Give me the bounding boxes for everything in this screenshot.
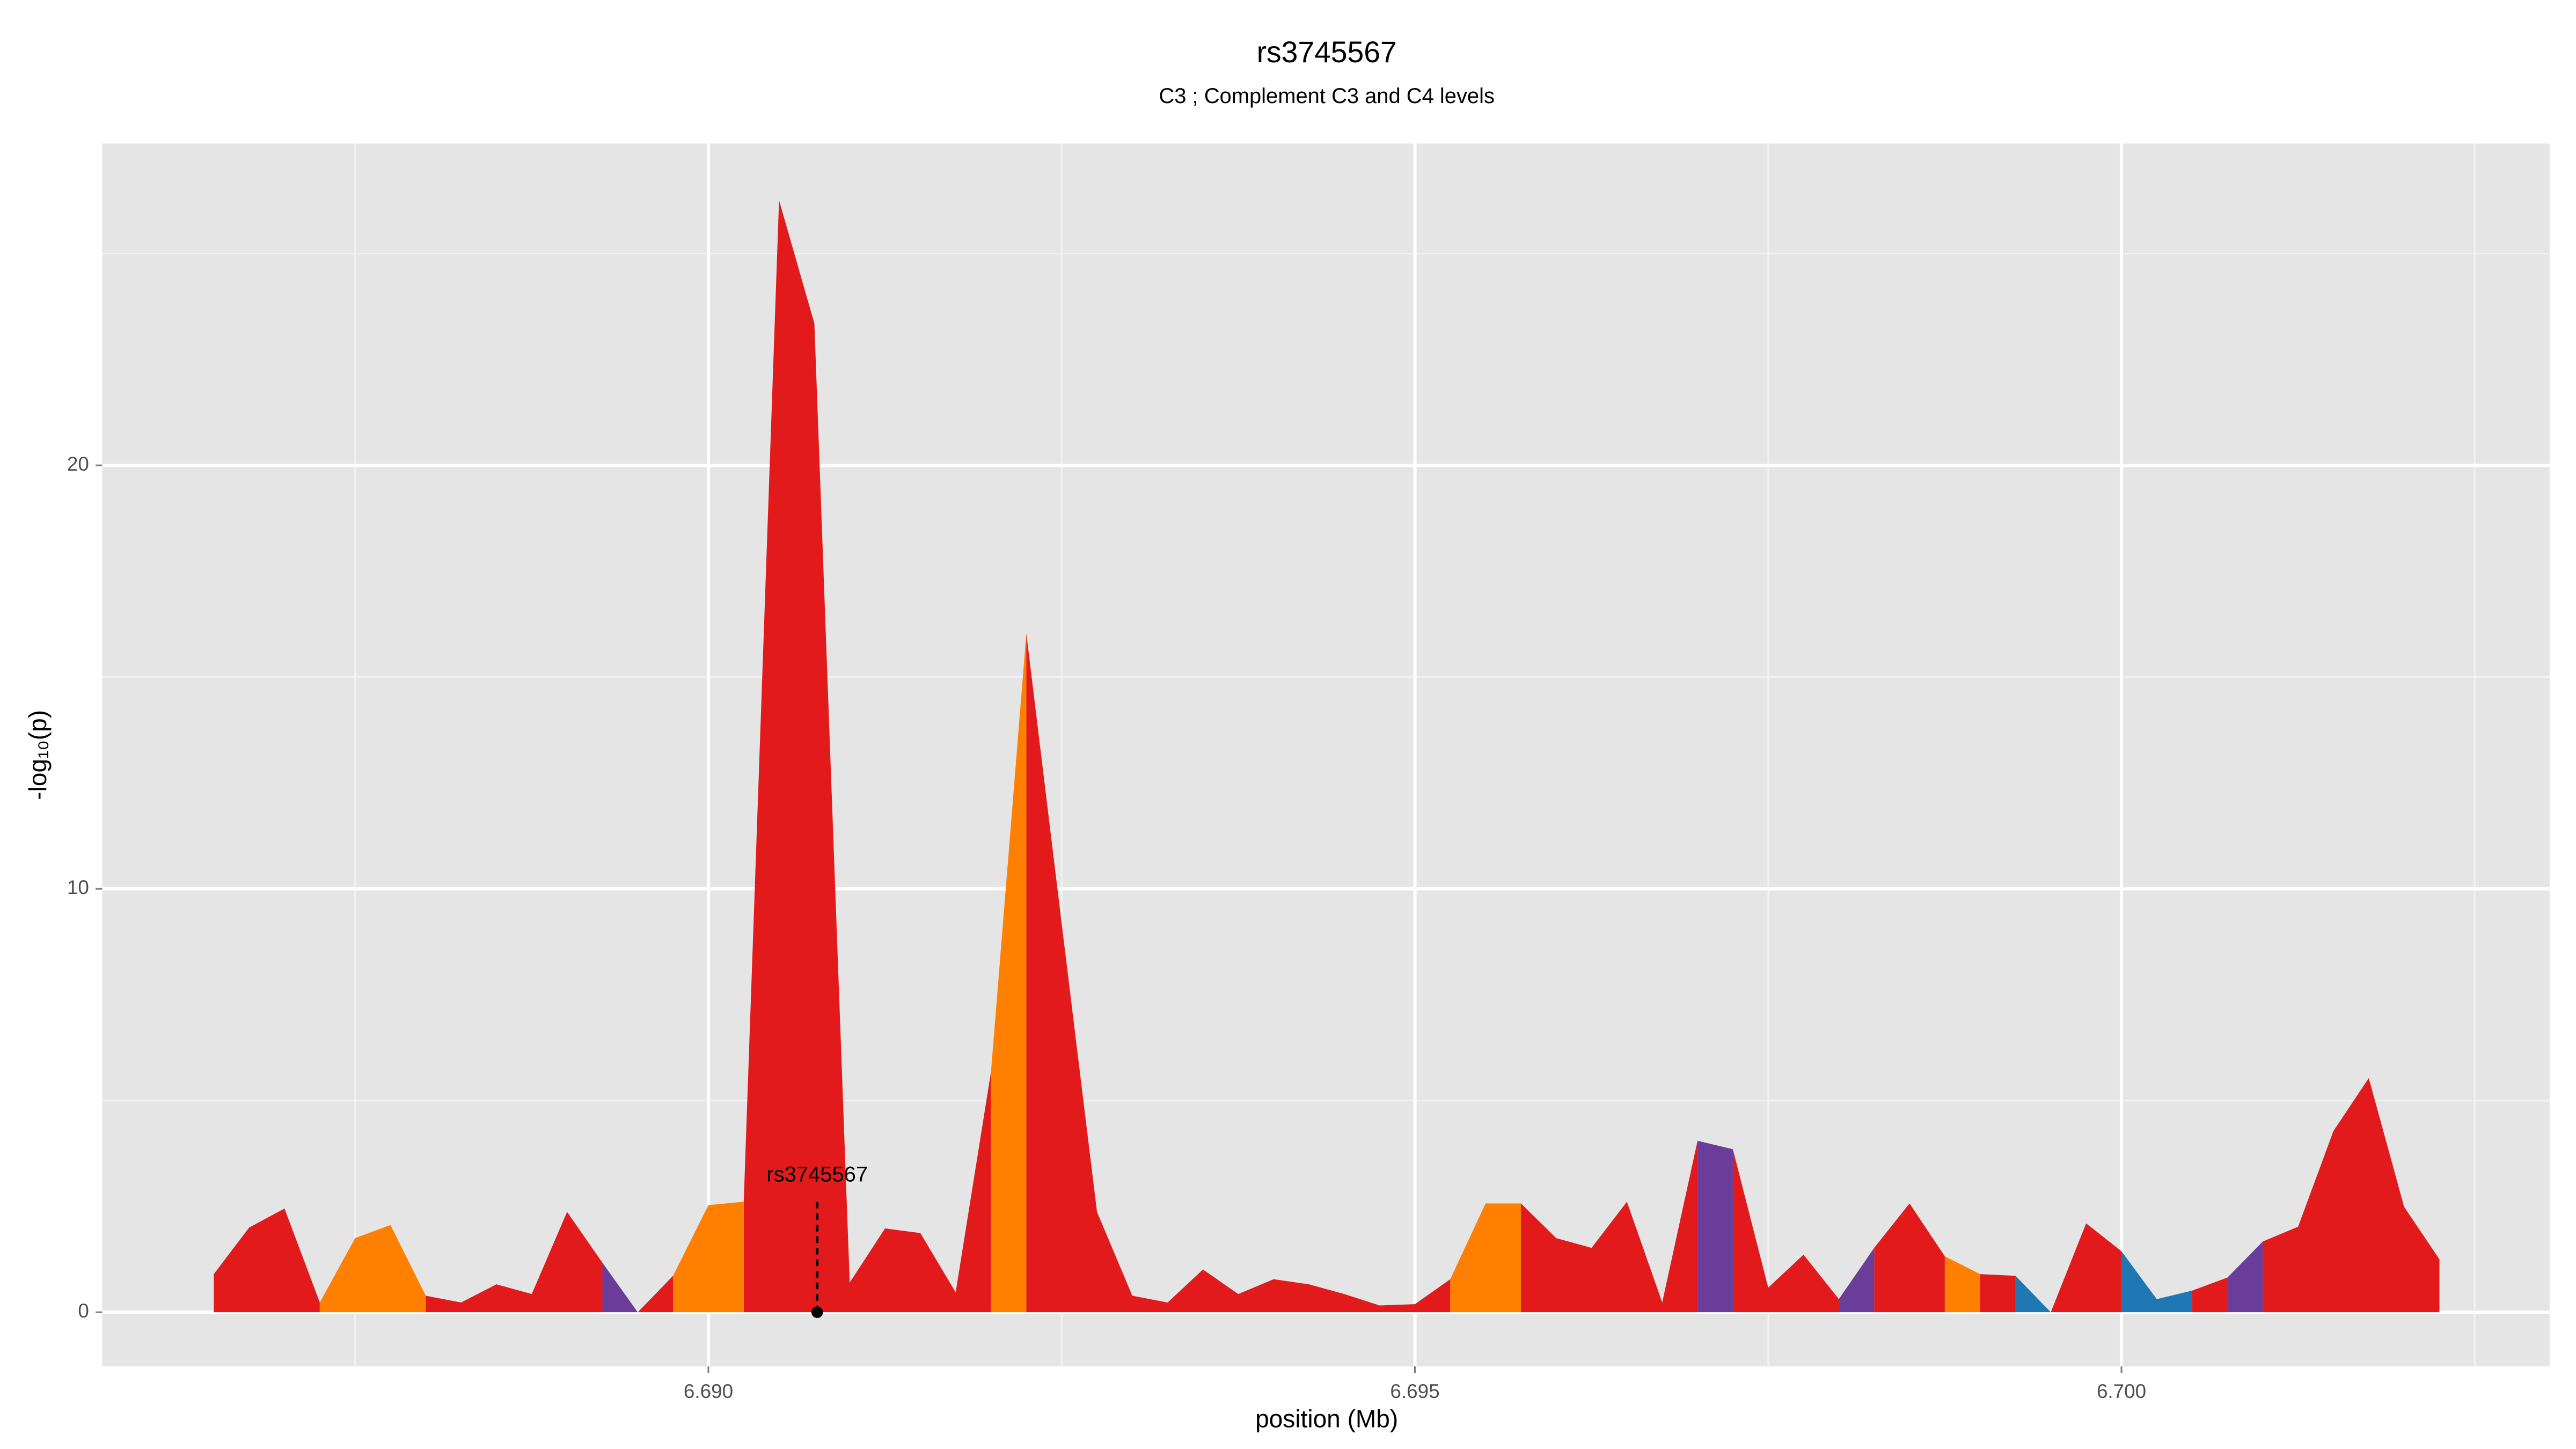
annotation-point bbox=[811, 1306, 823, 1318]
chart-subtitle: C3 ; Complement C3 and C4 levels bbox=[1159, 84, 1494, 108]
area bbox=[214, 200, 2440, 1313]
chart-title: rs3745567 bbox=[1257, 35, 1397, 69]
plot-background bbox=[102, 143, 2550, 1367]
y-tick-label: 0 bbox=[78, 1300, 89, 1322]
ticks: 6.690 6.695 6.700 0 10 20 bbox=[67, 453, 2146, 1402]
marks: rs3745567 bbox=[214, 200, 2440, 1318]
x-tick-label: 6.690 bbox=[684, 1380, 733, 1402]
annotation-label: rs3745567 bbox=[766, 1162, 868, 1186]
y-axis-label: -log₁₀(p) bbox=[24, 710, 52, 800]
y-tick-label: 10 bbox=[67, 876, 89, 898]
x-tick-label: 6.700 bbox=[2097, 1380, 2146, 1402]
area bbox=[2015, 1251, 2192, 1313]
x-tick-label: 6.695 bbox=[1390, 1380, 1439, 1402]
y-tick-label: 20 bbox=[67, 453, 89, 475]
x-axis-label: position (Mb) bbox=[1255, 1405, 1398, 1433]
